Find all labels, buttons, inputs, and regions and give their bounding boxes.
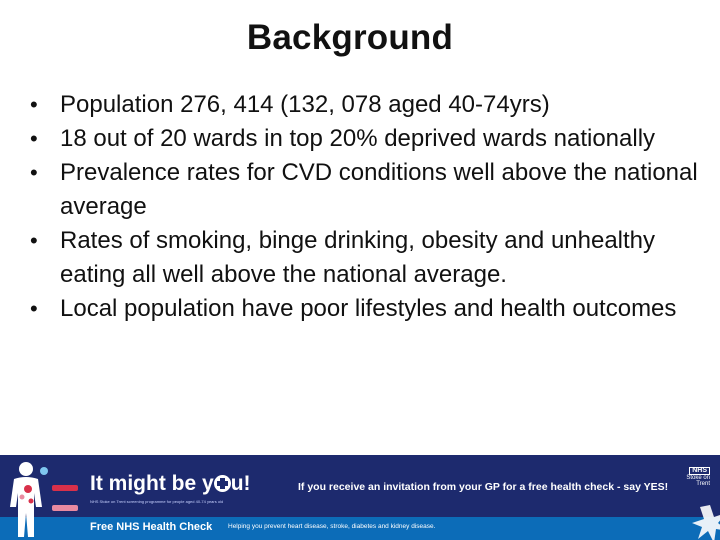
banner-headline: It might be y u! (90, 472, 251, 495)
banner-invite-text: If you receive an invitation from your G… (298, 481, 669, 493)
banner-strip (0, 517, 720, 540)
bullet-list: • Population 276, 414 (132, 078 aged 40-7… (26, 88, 716, 326)
corner-burst-icon (692, 505, 720, 540)
bullet-dot-icon: • (30, 92, 38, 117)
bullet-text: 18 out of 20 wards in top 20% deprived w… (60, 125, 656, 152)
bullet-item: • 18 out of 20 wards in top 20% deprived … (26, 122, 716, 156)
human-body-icon (10, 462, 48, 537)
small-labels (52, 485, 78, 525)
bullet-item: • Prevalence rates for CVD conditions wel… (26, 156, 716, 224)
bullet-dot-icon: • (30, 296, 38, 321)
bullet-item: • Rates of smoking, binge drinking, obesi… (26, 224, 716, 292)
bullet-text: Population 276, 414 (132, 078 aged 40-74… (60, 91, 550, 118)
nhs-logo: NHS Stoke on Trent (686, 467, 710, 487)
bullet-text: Rates of smoking, binge drinking, obesit… (60, 227, 656, 288)
medical-cross-icon (213, 475, 231, 492)
pink-label-box (52, 505, 78, 511)
bullet-text: Local population have poor lifestyles an… (60, 295, 677, 322)
bullet-dot-icon: • (30, 160, 38, 185)
health-check-banner: It might be y u! NHS Stoke on Trent scree… (0, 455, 720, 540)
banner-tiny-text: NHS Stoke on Trent screening programme f… (90, 499, 224, 504)
bullet-text: Prevalence rates for CVD conditions well… (60, 159, 698, 220)
bullet-dot-icon: • (30, 126, 38, 151)
bullet-dot-icon: • (30, 228, 38, 253)
slide-title: Background (246, 18, 454, 57)
health-check-title: Free NHS Health Check (90, 521, 213, 533)
red-label-box (52, 485, 78, 491)
health-check-subtitle: Helping you prevent heart disease, strok… (228, 523, 436, 530)
bullet-item: • Population 276, 414 (132, 078 aged 40-7… (26, 88, 716, 122)
bullet-item: • Local population have poor lifestyles a… (26, 292, 716, 326)
